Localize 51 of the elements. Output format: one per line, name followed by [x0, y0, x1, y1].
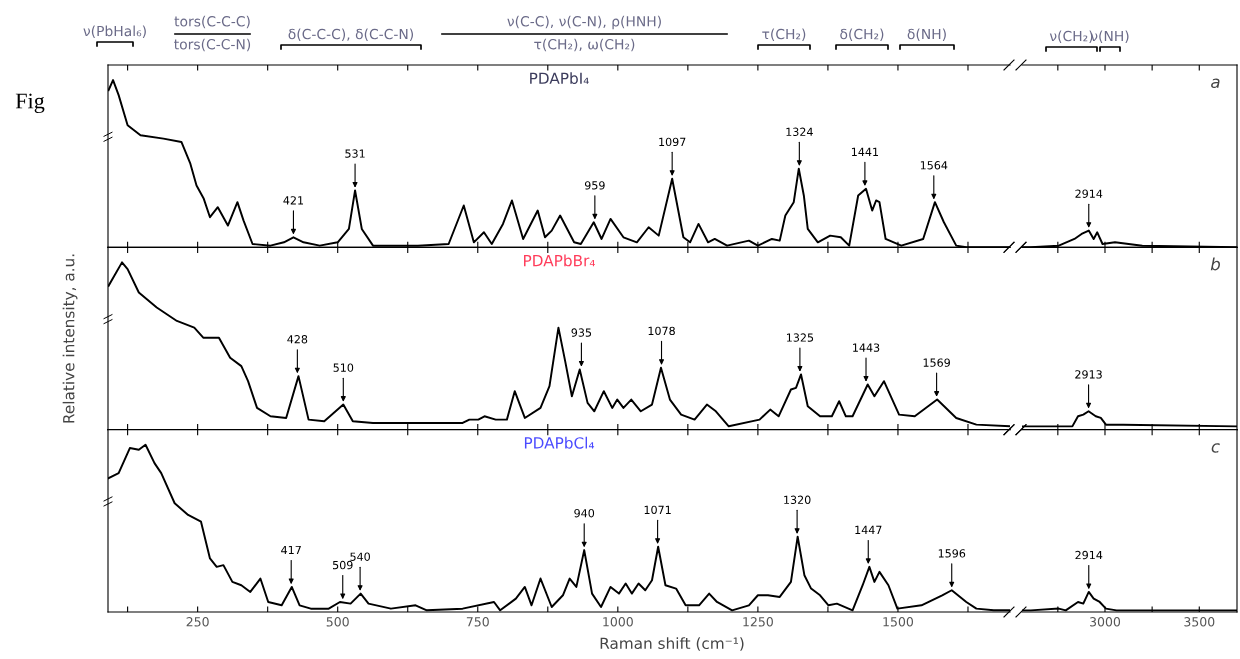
text: ν(CH₂) [1049, 30, 1093, 43]
text: b [1210, 257, 1220, 271]
text: δ(C-C-C), δ(C-C-N) [288, 28, 414, 41]
x-tick-label: 250 [186, 617, 209, 627]
annotation: 428 [287, 335, 308, 344]
annotation: 540 [350, 552, 370, 561]
x-tick-label: 3000 [1090, 617, 1121, 627]
chart-title: PDAPbBr₄ [524, 254, 595, 267]
chart-title: PDAPbCl₄ [524, 436, 595, 449]
text: ν(PbHal₆) [83, 25, 146, 38]
annotation: 1097 [659, 137, 686, 147]
annotation: 2914 [1075, 550, 1103, 560]
annotation: 940 [574, 508, 595, 518]
x-tick-label: 1000 [603, 617, 633, 627]
annotation: 959 [584, 181, 605, 190]
chart-title: PDAPbI₄ [530, 72, 589, 85]
x-tick-label: 1500 [883, 617, 914, 627]
text: δ(NH) [907, 28, 946, 41]
annotation: 531 [345, 149, 365, 158]
annotation: 1325 [786, 333, 814, 342]
text: ν(NH) [1090, 30, 1129, 43]
text: ν(C-C), ν(C-N), ρ(HNH) τ(CH₂), ω(CH₂) [507, 15, 661, 52]
annotation: 1447 [855, 525, 882, 534]
annotation: 417 [281, 545, 301, 555]
annotation: 1441 [851, 147, 879, 156]
annotation: 1596 [938, 549, 966, 558]
text: δ(CH₂) [840, 28, 884, 41]
text: c [1211, 443, 1220, 453]
annotation: 1071 [644, 505, 671, 515]
annotation: 1324 [786, 127, 813, 136]
y-axis-title: Relative intensity, a.u. [62, 254, 78, 423]
x-tick-label: 750 [466, 617, 489, 627]
text: τ(CH₂) [762, 28, 806, 41]
annotation: 510 [333, 363, 354, 372]
x-tick-label: 1250 [743, 617, 773, 627]
x-axis-title: Raman shift (cm⁻¹) [600, 637, 744, 651]
annotation: 935 [571, 328, 592, 337]
annotation: 2913 [1075, 370, 1102, 379]
annotation: 1443 [853, 343, 880, 352]
annotation: 1320 [784, 495, 811, 505]
text: a [1211, 78, 1220, 89]
annotation: 1569 [923, 358, 950, 367]
x-tick-label: 3500 [1184, 617, 1215, 627]
annotation: 1078 [648, 326, 675, 336]
annotation: 1564 [920, 161, 948, 170]
annotation: 2914 [1075, 189, 1103, 198]
x-tick-label: 500 [326, 617, 349, 627]
text: Fig [15, 93, 45, 114]
annotation: 421 [283, 196, 304, 205]
text: tors(C-C-C) tors(C-C-N) [174, 15, 251, 52]
annotation: 509 [333, 560, 353, 570]
